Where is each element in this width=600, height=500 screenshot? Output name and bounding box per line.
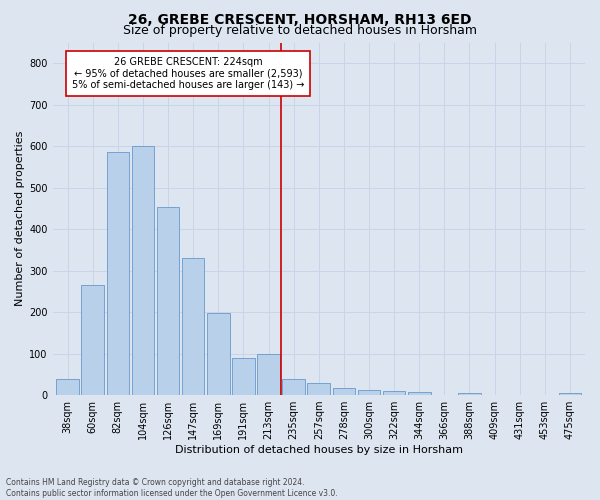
Bar — [332, 388, 355, 395]
Bar — [107, 152, 129, 395]
Text: 26, GREBE CRESCENT, HORSHAM, RH13 6ED: 26, GREBE CRESCENT, HORSHAM, RH13 6ED — [128, 12, 472, 26]
Bar — [408, 392, 431, 395]
Bar — [82, 285, 104, 395]
Bar — [56, 380, 79, 395]
Bar — [157, 207, 179, 395]
Text: Size of property relative to detached houses in Horsham: Size of property relative to detached ho… — [123, 24, 477, 37]
Text: Contains HM Land Registry data © Crown copyright and database right 2024.
Contai: Contains HM Land Registry data © Crown c… — [6, 478, 338, 498]
X-axis label: Distribution of detached houses by size in Horsham: Distribution of detached houses by size … — [175, 445, 463, 455]
Bar — [182, 258, 205, 395]
Bar — [559, 393, 581, 395]
Bar — [383, 391, 406, 395]
Bar — [207, 313, 230, 395]
Y-axis label: Number of detached properties: Number of detached properties — [15, 131, 25, 306]
Bar — [358, 390, 380, 395]
Bar — [232, 358, 255, 395]
Bar — [257, 354, 280, 395]
Bar — [131, 146, 154, 395]
Bar — [458, 393, 481, 395]
Bar — [283, 380, 305, 395]
Text: 26 GREBE CRESCENT: 224sqm
← 95% of detached houses are smaller (2,593)
5% of sem: 26 GREBE CRESCENT: 224sqm ← 95% of detac… — [72, 57, 304, 90]
Bar — [307, 382, 330, 395]
